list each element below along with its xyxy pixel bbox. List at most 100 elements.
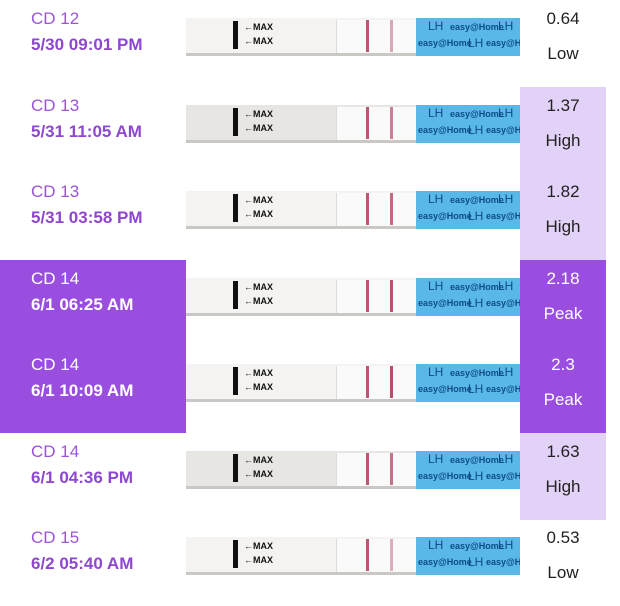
lh-test-strip-image[interactable]: ←MAX ←MAX LH easy@Home LH easy@Home LH e… <box>186 537 520 575</box>
lh-value-cell: 1.82 High <box>520 173 606 260</box>
test-line <box>390 366 393 398</box>
strip-lh-text: LH <box>428 192 444 206</box>
strip-lh-text: LH <box>468 295 484 310</box>
test-result-row[interactable]: CD 13 5/31 11:05 AM ←MAX ←MAX LH easy@Ho… <box>0 86 620 174</box>
strip-brand-text: easy@Home <box>418 38 472 48</box>
strip-lh-text: LH <box>498 192 514 206</box>
cycle-day: CD 12 <box>31 9 80 28</box>
strip-max-label: ←MAX <box>244 541 273 551</box>
test-datetime: 6/1 10:09 AM <box>31 381 134 400</box>
strip-brand-text: easy@Home <box>486 124 520 135</box>
strip-brand-text: easy@Home <box>418 124 472 135</box>
lh-ratio-value: 1.37 <box>546 95 580 115</box>
strip-brand-area: LH easy@Home LH easy@Home LH easy@Home <box>416 364 520 402</box>
cycle-day: CD 14 <box>31 355 80 374</box>
lh-value-cell: 1.37 High <box>520 86 606 174</box>
strip-brand-text: easy@Home <box>486 297 520 308</box>
strip-brand-text: easy@Home <box>486 470 520 481</box>
strip-brand-text: easy@Home <box>450 281 504 292</box>
test-line <box>390 452 393 485</box>
strip-brand-text: easy@Home <box>486 557 520 567</box>
lh-ratio-value: 1.63 <box>546 441 580 461</box>
lh-test-strip-image[interactable]: ←MAX ←MAX LH easy@Home LH easy@Home LH e… <box>186 450 520 489</box>
strip-brand-text: easy@Home <box>450 195 504 205</box>
strip-brand-area: LH easy@Home LH easy@Home LH easy@Home <box>416 537 520 575</box>
lh-ratio-value: 0.64 <box>546 9 580 28</box>
strip-brand-text: easy@Home <box>450 22 504 32</box>
strip-max-label: ←MAX <box>244 108 273 119</box>
lh-value-cell: 0.64 Low <box>520 0 606 87</box>
strip-lh-text: LH <box>428 451 444 466</box>
lh-test-strip-image[interactable]: ←MAX ←MAX LH easy@Home LH easy@Home LH e… <box>186 191 520 229</box>
test-result-row[interactable]: CD 14 6/1 10:09 AM ←MAX ←MAX LH easy@Hom… <box>0 346 620 433</box>
lh-test-strip-image[interactable]: ←MAX ←MAX LH easy@Home LH easy@Home LH e… <box>186 277 520 316</box>
strip-lh-text: LH <box>468 468 484 483</box>
lh-level-badge: High <box>545 130 581 150</box>
test-result-row[interactable]: CD 15 6/2 05:40 AM ←MAX ←MAX LH easy@Hom… <box>0 519 620 606</box>
strip-marker-bar <box>233 453 238 482</box>
strip-lh-text: LH <box>498 365 514 379</box>
strip-max-label: ←MAX <box>244 122 273 133</box>
lh-test-strip-image[interactable]: ←MAX ←MAX LH easy@Home LH easy@Home LH e… <box>186 18 520 56</box>
strip-result-window <box>336 452 422 486</box>
strip-lh-text: LH <box>468 382 484 396</box>
test-datetime: 5/30 09:01 PM <box>31 35 143 54</box>
test-result-row[interactable]: CD 13 5/31 03:58 PM ←MAX ←MAX LH easy@Ho… <box>0 173 620 260</box>
strip-brand-text: easy@Home <box>418 297 472 308</box>
test-date-label: CD 13 5/31 11:05 AM <box>0 87 186 174</box>
control-line <box>366 539 369 571</box>
strip-brand-text: easy@Home <box>486 384 520 394</box>
lh-test-strip-image[interactable]: ←MAX ←MAX LH easy@Home LH easy@Home LH e… <box>186 364 520 402</box>
test-line <box>390 106 393 139</box>
strip-lh-text: LH <box>428 105 444 120</box>
strip-max-label: ←MAX <box>244 36 273 46</box>
test-result-row[interactable]: CD 12 5/30 09:01 PM ←MAX ←MAX LH easy@Ho… <box>0 0 620 87</box>
strip-lh-text: LH <box>428 278 444 293</box>
strip-result-window <box>336 279 422 313</box>
strip-lh-text: LH <box>498 538 514 552</box>
lh-level-badge: Low <box>547 44 579 63</box>
lh-test-strip-image[interactable]: ←MAX ←MAX LH easy@Home LH easy@Home LH e… <box>186 104 520 143</box>
strip-max-label: ←MAX <box>244 468 273 479</box>
test-result-row[interactable]: CD 14 6/1 04:36 PM ←MAX ←MAX LH easy@Hom… <box>0 432 620 520</box>
cycle-day: CD 14 <box>31 441 80 461</box>
strip-lh-text: LH <box>498 278 514 293</box>
lh-ratio-value: 0.53 <box>546 528 580 547</box>
strip-lh-text: LH <box>498 19 514 33</box>
lh-value-cell: 2.3 Peak <box>520 346 606 433</box>
strip-brand-text: easy@Home <box>450 541 504 551</box>
strip-brand-text: easy@Home <box>450 108 504 119</box>
lh-level-badge: High <box>545 476 581 496</box>
strip-marker-bar <box>233 280 238 309</box>
strip-brand-text: easy@Home <box>418 384 472 394</box>
strip-brand-text: easy@Home <box>418 211 472 221</box>
strip-marker-bar <box>233 540 238 568</box>
test-date-label: CD 15 6/2 05:40 AM <box>0 519 186 606</box>
strip-brand-area: LH easy@Home LH easy@Home LH easy@Home <box>416 277 520 316</box>
test-result-row[interactable]: CD 14 6/1 06:25 AM ←MAX ←MAX LH easy@Hom… <box>0 259 620 347</box>
strip-marker-bar <box>233 21 238 49</box>
strip-brand-text: easy@Home <box>418 470 472 481</box>
strip-max-label: ←MAX <box>244 281 273 292</box>
strip-brand-area: LH easy@Home LH easy@Home LH easy@Home <box>416 104 520 143</box>
control-line <box>366 366 369 398</box>
strip-result-window <box>336 366 422 399</box>
control-line <box>366 452 369 485</box>
control-line <box>366 193 369 225</box>
test-datetime: 6/1 04:36 PM <box>31 467 134 487</box>
strip-brand-area: LH easy@Home LH easy@Home LH easy@Home <box>416 18 520 56</box>
strip-max-label: ←MAX <box>244 382 273 392</box>
strip-lh-text: LH <box>428 19 444 33</box>
test-datetime: 5/31 03:58 PM <box>31 208 143 227</box>
strip-max-label: ←MAX <box>244 454 273 465</box>
strip-brand-text: easy@Home <box>450 454 504 465</box>
strip-marker-bar <box>233 367 238 395</box>
strip-result-window <box>336 539 422 572</box>
strip-marker-bar <box>233 194 238 222</box>
control-line <box>366 20 369 52</box>
strip-lh-text: LH <box>428 538 444 552</box>
strip-result-window <box>336 193 422 226</box>
lh-level-badge: Low <box>547 563 579 582</box>
strip-brand-text: easy@Home <box>418 557 472 567</box>
strip-max-label: ←MAX <box>244 295 273 306</box>
